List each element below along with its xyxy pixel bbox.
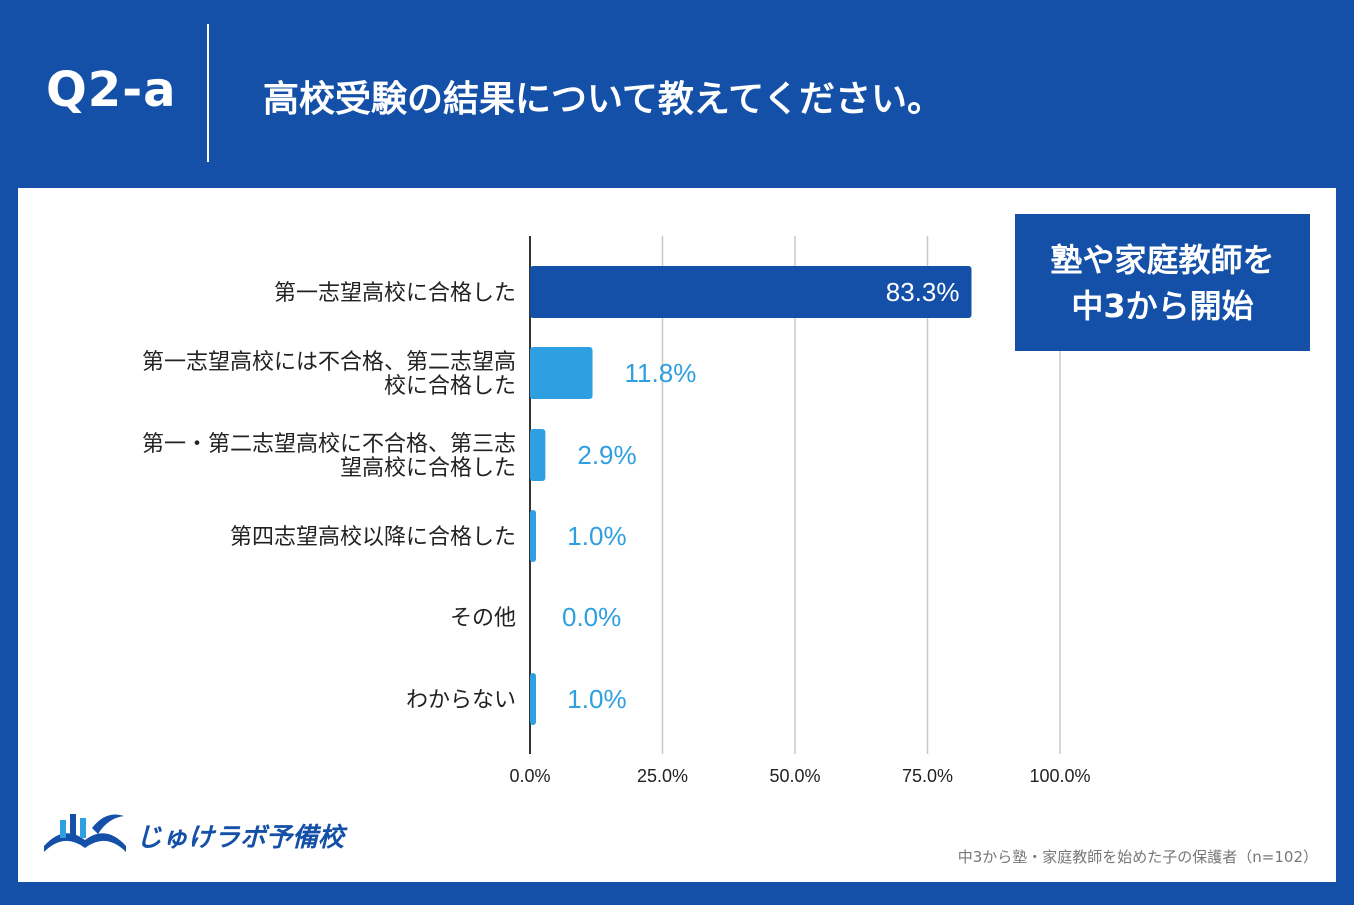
question-id: Q2-a	[46, 62, 177, 118]
chart-panel: 0.0% 25.0% 50.0% 75.0% 100.0% 83.3% 第一志望高校に合格し…	[18, 188, 1336, 882]
x-tick-label: 50.0%	[769, 766, 820, 786]
category-label: その他	[450, 606, 516, 631]
segment-badge: 塾や家庭教師を 中3から開始	[1015, 214, 1310, 351]
category-label: 望高校に合格した	[340, 456, 516, 481]
header: Q2-a 高校受験の結果について教えてください。	[0, 0, 1354, 188]
brand-name: じゅけラボ予備校	[136, 822, 345, 853]
bar	[530, 429, 546, 481]
bar	[530, 673, 536, 725]
value-label: 1.0%	[567, 521, 626, 551]
category-label: わからない	[406, 688, 516, 713]
value-label: 2.9%	[577, 440, 636, 470]
question-title: 高校受験の結果について教えてください。	[263, 79, 944, 120]
category-label: 第一志望高校に合格した	[274, 281, 516, 306]
badge-line-1: 塾や家庭教師を	[1050, 240, 1275, 279]
category-label: 第四志望高校以降に合格した	[230, 525, 516, 550]
header-divider	[207, 24, 209, 162]
category-label: 校に合格した	[384, 374, 516, 399]
badge-line-2: 中3から開始	[1071, 286, 1254, 325]
value-label: 11.8%	[625, 358, 697, 388]
x-tick-label: 0.0%	[509, 766, 550, 786]
bar	[530, 347, 593, 399]
bar-chart: 0.0% 25.0% 50.0% 75.0% 100.0% 83.3% 第一志望高校に合格し…	[142, 236, 1091, 786]
brand-logo: じゅけラボ予備校	[40, 806, 344, 864]
x-tick-label: 25.0%	[637, 766, 688, 786]
open-book-logo-icon	[44, 814, 126, 852]
bar	[530, 510, 536, 562]
bar	[530, 266, 972, 318]
x-tick-label: 75.0%	[902, 766, 953, 786]
sample-note: 中3から塾・家庭教師を始めた子の保護者（n=102）	[957, 848, 1318, 866]
value-label: 1.0%	[567, 684, 626, 714]
category-label: 第一・第二志望高校に不合格、第三志	[142, 432, 516, 457]
value-label: 83.3%	[886, 277, 960, 307]
x-tick-label: 100.0%	[1029, 766, 1090, 786]
value-label: 0.0%	[562, 602, 621, 632]
category-label: 第一志望高校には不合格、第二志望高	[142, 350, 516, 375]
